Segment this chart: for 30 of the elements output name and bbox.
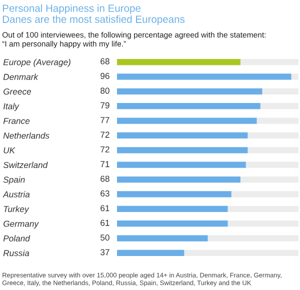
y-tick-label: UK: [4, 147, 16, 154]
chart-subtitle: Danes are the most satisfied Europeans: [2, 15, 185, 25]
data-label: 68: [100, 58, 110, 64]
y-tick-label: Germany: [4, 220, 39, 228]
data-label: 63: [100, 190, 110, 197]
y-tick-label: Europe (Average): [3, 58, 70, 67]
data-label: 71: [100, 161, 110, 168]
y-tick-label: Turkey: [4, 206, 30, 214]
y-tick-label: Greece: [4, 88, 32, 95]
data-label: 77: [100, 117, 110, 124]
data-label: 96: [100, 72, 110, 80]
data-label: 61: [100, 220, 110, 226]
y-tick-label: Netherlands: [3, 132, 50, 139]
data-label: 37: [100, 249, 110, 256]
data-label: 79: [100, 102, 110, 108]
y-tick-label: Denmark: [3, 74, 38, 80]
y-tick-label: Switzerland: [3, 162, 48, 168]
data-label: 50: [100, 234, 110, 241]
y-tick-label: Russia: [3, 250, 30, 256]
y-tick-label: Poland: [3, 235, 30, 242]
y-tick-label: Spain: [3, 176, 25, 184]
y-tick-label: France: [3, 118, 30, 124]
data-label: 68: [100, 176, 110, 182]
data-label: 72: [100, 132, 110, 138]
y-tick-label: Austria: [2, 191, 30, 198]
data-label: 61: [100, 205, 110, 212]
data-label: 72: [100, 146, 110, 152]
chart-title: Personal Happiness in Europe: [2, 4, 140, 14]
y-tick-label: Italy: [3, 102, 20, 112]
data-label: 80: [100, 88, 110, 94]
